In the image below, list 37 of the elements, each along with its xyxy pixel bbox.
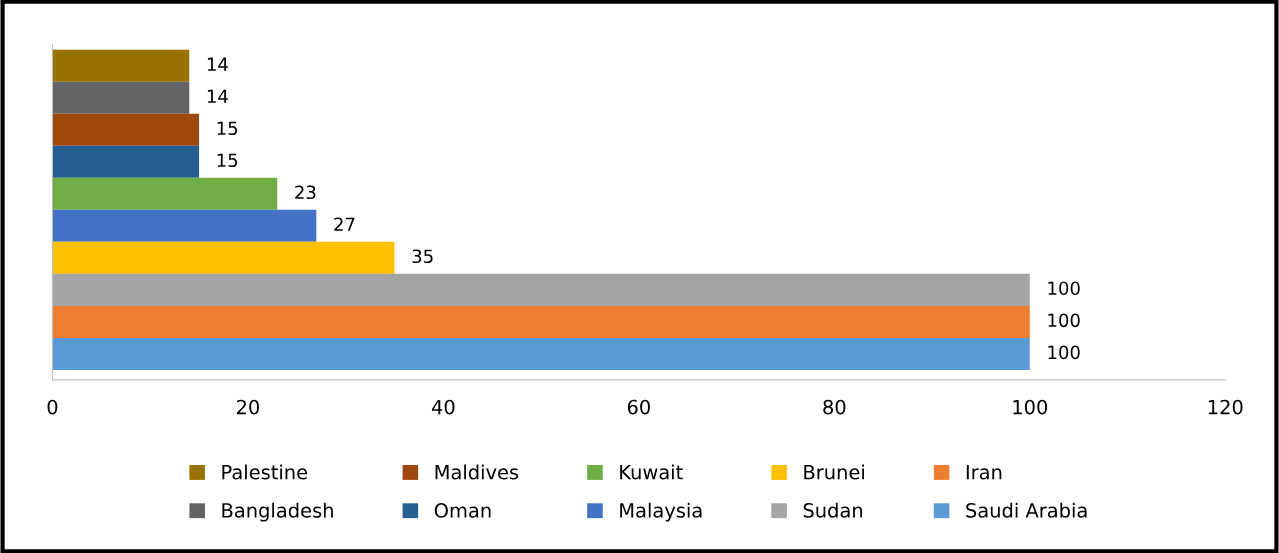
bar (52, 337, 1030, 370)
data-label: 14 (207, 89, 228, 103)
legend-label: Bangladesh (222, 502, 333, 522)
data-label: 15 (217, 153, 238, 168)
data-label: 100 (1048, 281, 1080, 296)
bar (52, 209, 317, 242)
bar (52, 49, 190, 82)
bar (52, 305, 1030, 338)
bar (52, 113, 200, 146)
legend-label: Oman (434, 503, 491, 518)
x-tick-label: 20 (236, 399, 259, 415)
legend-label: Kuwait (620, 464, 683, 480)
data-label: 27 (334, 217, 355, 231)
bar (52, 273, 1030, 306)
x-tick-label: 40 (431, 399, 455, 415)
data-label: 100 (1048, 313, 1080, 328)
legend-label: Maldives (435, 464, 519, 480)
data-label: 35 (412, 249, 433, 264)
bar (52, 81, 190, 114)
data-label: 14 (207, 57, 228, 71)
bar (52, 145, 200, 178)
legend-label: Palestine (222, 464, 308, 480)
bar (52, 241, 395, 274)
x-tick-label: 80 (823, 399, 846, 415)
data-label: 15 (217, 121, 238, 136)
legend-label: Iran (966, 465, 1002, 480)
legend-label: Malaysia (620, 502, 702, 522)
x-tick-label: 60 (627, 399, 650, 415)
bar (52, 177, 278, 210)
data-label: 23 (295, 185, 316, 200)
data-label: 100 (1048, 345, 1080, 360)
x-tick-label: 100 (1013, 399, 1048, 415)
legend-label: Sudan (803, 502, 863, 518)
x-tick-label: 0 (47, 399, 58, 415)
x-tick-label: 120 (1208, 399, 1243, 415)
legend-label: Saudi Arabia (966, 502, 1087, 518)
legend-label: Brunei (804, 464, 864, 480)
